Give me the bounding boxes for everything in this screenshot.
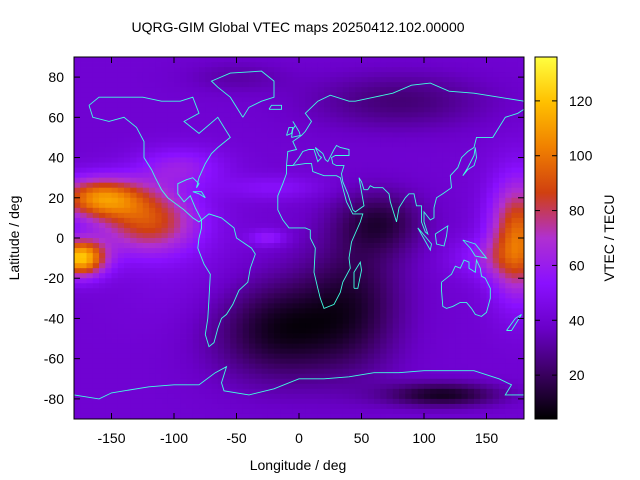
y-tick-label: -40: [44, 310, 64, 326]
colorbar-tick-label: 20: [569, 367, 585, 383]
y-axis-label: Latitude / deg: [6, 196, 22, 281]
coastlines: [73, 70, 525, 400]
colorbar-tick-label: 40: [569, 312, 585, 328]
colorbar: [534, 56, 558, 420]
chart-title: UQRG-GIM Global VTEC maps 20250412.102.0…: [131, 19, 464, 35]
x-tick-label: -150: [97, 430, 125, 446]
colorbar-tick-label: 80: [569, 203, 585, 219]
y-tick-label: -20: [44, 270, 64, 286]
colorbar-ticks: 20 40 60 80 100 120: [535, 93, 593, 383]
colorbar-tick-label: 120: [569, 93, 593, 109]
x-tick-label: -50: [226, 430, 246, 446]
x-axis-label: Longitude / deg: [250, 457, 347, 473]
vtec-heatmap: [74, 57, 525, 420]
y-axis-ticks: -80 -60 -40 -20 0 20 40 60 80: [44, 69, 524, 407]
y-tick-label: -60: [44, 351, 64, 367]
x-tick-label: 50: [354, 430, 370, 446]
y-tick-label: 40: [48, 150, 64, 166]
x-tick-label: 150: [475, 430, 499, 446]
x-tick-label: 0: [295, 430, 303, 446]
y-tick-label: 20: [48, 190, 64, 206]
y-tick-label: 0: [56, 230, 64, 246]
colorbar-tick-label: 60: [569, 257, 585, 273]
colorbar-tick-label: 100: [569, 148, 593, 164]
y-tick-label: 80: [48, 69, 64, 85]
x-tick-label: -100: [160, 430, 188, 446]
y-tick-label: -80: [44, 391, 64, 407]
x-axis-ticks: -150 -100 -50 0 50 100 150: [97, 57, 498, 446]
y-tick-label: 60: [48, 109, 64, 125]
x-tick-label: 100: [412, 430, 436, 446]
colorbar-label: VTEC / TECU: [601, 195, 617, 282]
